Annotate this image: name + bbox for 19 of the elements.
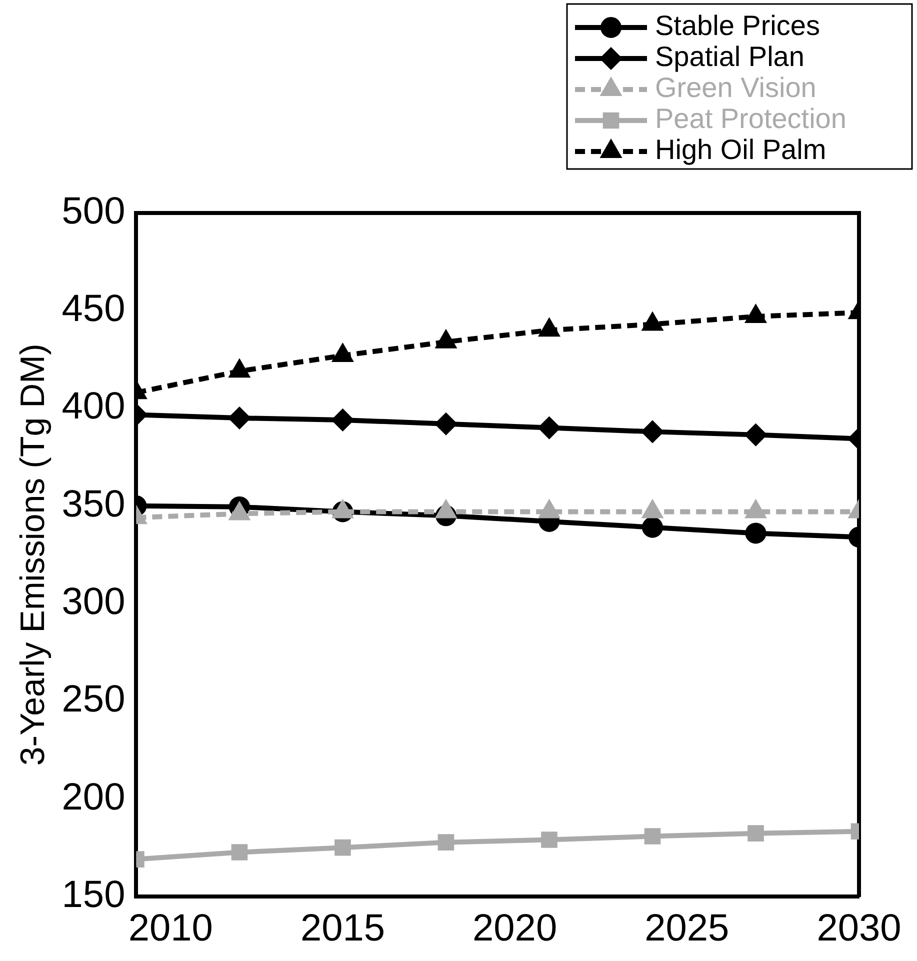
legend-label: Peat Protection	[655, 103, 846, 134]
y-tick-label: 500	[62, 190, 126, 232]
legend-label: Green Vision	[655, 72, 816, 104]
x-tick-label: 2010	[128, 908, 213, 950]
y-tick-label: 400	[62, 386, 126, 428]
legend-label: High Oil Palm	[655, 134, 826, 166]
y-tick-label: 250	[62, 678, 126, 721]
x-tick-label: 2015	[300, 908, 385, 950]
x-tick-label: 2030	[816, 908, 902, 950]
y-tick-label: 200	[62, 776, 126, 818]
y-tick-label: 350	[62, 483, 126, 526]
y-tick-label: 150	[62, 874, 126, 916]
x-tick-label: 2025	[644, 908, 730, 950]
y-tick-label: 450	[62, 288, 126, 330]
y-tick-label: 300	[62, 581, 126, 623]
x-tick-label: 2020	[472, 908, 558, 950]
legend-label: Spatial Plan	[655, 41, 804, 72]
y-axis-title: 3-Yearly Emissions (Tg DM)	[14, 344, 52, 766]
legend-label: Stable Prices	[655, 10, 820, 42]
